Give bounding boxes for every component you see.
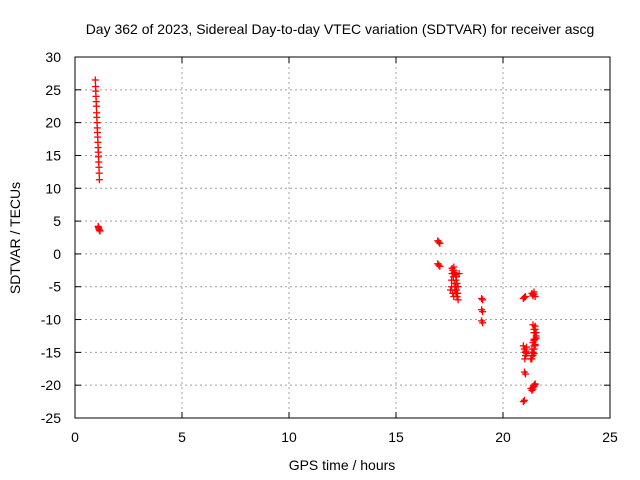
data-point: [479, 308, 487, 316]
data-point: [453, 293, 461, 301]
data-point: [436, 239, 444, 247]
data-point: [520, 293, 528, 301]
y-tick-label: 25: [45, 82, 61, 98]
x-tick-label: 5: [178, 429, 186, 445]
y-tick-label: 20: [45, 115, 61, 131]
data-point: [451, 286, 459, 294]
y-tick-label: -20: [41, 377, 61, 393]
data-point: [528, 355, 536, 363]
data-point: [478, 295, 486, 303]
x-tick-label: 20: [495, 429, 511, 445]
plot-area-frame: [74, 56, 611, 419]
data-point: [452, 289, 460, 297]
data-point: [479, 319, 487, 327]
data-point: [520, 396, 528, 404]
y-tick-labels: 30 25 20 15 10 5 0 -5 -10 -15 -20 -25: [41, 49, 61, 426]
x-tick-label: 25: [602, 429, 618, 445]
y-tick-label: -25: [41, 410, 61, 426]
data-point: [96, 227, 104, 235]
data-point: [529, 321, 537, 329]
chart-title: Day 362 of 2023, Sidereal Day-to-day VTE…: [86, 21, 595, 37]
x-tick-label: 0: [71, 429, 79, 445]
data-point: [435, 238, 443, 246]
data-point: [448, 283, 456, 291]
grid-layer: [75, 57, 610, 418]
data-point: [531, 329, 539, 337]
y-tick-label: -15: [41, 344, 61, 360]
data-point: [479, 296, 487, 304]
data-point: [530, 350, 538, 358]
y-axis-label: SDTVAR / TECUs: [7, 182, 23, 294]
data-point: [95, 169, 103, 177]
data-point: [452, 271, 460, 279]
data-point: [521, 370, 529, 378]
x-tick-label: 15: [388, 429, 404, 445]
data-point: [530, 325, 538, 333]
data-point: [450, 266, 458, 274]
data-point: [531, 381, 539, 389]
data-point: [95, 176, 103, 184]
x-tick-labels: 0 5 10 15 20 25: [71, 429, 618, 445]
data-point: [519, 342, 527, 350]
data-points: [91, 76, 540, 406]
data-point: [528, 386, 536, 394]
data-point: [453, 279, 461, 287]
data-point: [531, 342, 539, 350]
data-point: [454, 283, 462, 291]
data-point: [435, 261, 443, 269]
data-point: [521, 355, 529, 363]
y-tick-label: 10: [45, 180, 61, 196]
y-tick-label: -10: [41, 312, 61, 328]
y-tick-label: 0: [53, 246, 61, 262]
y-tick-label: 15: [45, 147, 61, 163]
data-point: [530, 290, 538, 298]
data-point: [519, 398, 527, 406]
data-point: [522, 347, 530, 355]
data-point: [521, 293, 529, 301]
data-point: [95, 163, 103, 171]
data-point: [91, 76, 99, 84]
data-point: [436, 262, 444, 270]
x-axis-label: GPS time / hours: [289, 457, 396, 473]
y-tick-label: 5: [53, 213, 61, 229]
y-tick-label: 30: [45, 49, 61, 65]
x-tick-label: 10: [281, 429, 297, 445]
data-point: [530, 337, 538, 345]
y-tick-label: -5: [49, 279, 62, 295]
data-point: [92, 102, 100, 110]
data-point: [454, 296, 462, 304]
